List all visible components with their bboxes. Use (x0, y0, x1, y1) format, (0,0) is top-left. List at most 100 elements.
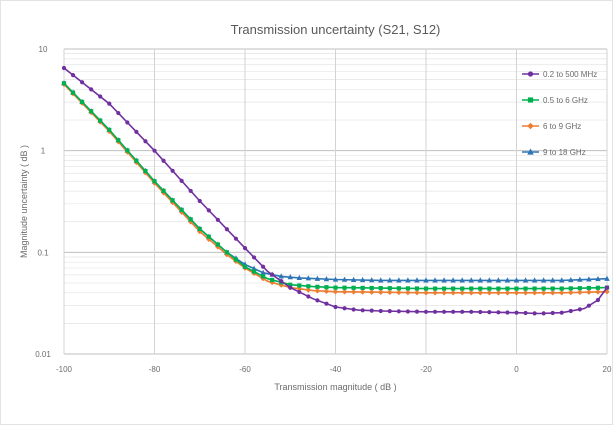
data-point (441, 290, 447, 296)
data-point (152, 179, 157, 184)
data-point (350, 276, 357, 282)
data-point (441, 277, 447, 283)
data-point (251, 265, 257, 271)
data-point (459, 290, 465, 296)
x-tick-label: 20 (603, 365, 612, 374)
data-point (459, 277, 465, 283)
data-point (378, 285, 383, 291)
data-point (224, 227, 229, 232)
data-point (550, 290, 556, 296)
data-point (215, 242, 220, 247)
data-point (604, 285, 610, 290)
data-point (487, 286, 492, 291)
data-point (523, 310, 528, 316)
x-tick-label: -20 (420, 365, 432, 374)
series-0 (61, 65, 610, 316)
data-point (233, 257, 239, 262)
data-point (206, 208, 211, 213)
data-point (261, 274, 266, 279)
data-point (577, 307, 582, 312)
data-point (568, 276, 574, 283)
data-point (451, 286, 456, 291)
data-point (505, 286, 510, 291)
legend-label: 6 to 9 GHz (543, 122, 581, 131)
data-point (288, 285, 293, 290)
data-point (396, 289, 402, 296)
data-point (341, 276, 348, 282)
data-point (387, 289, 393, 296)
data-point (333, 304, 338, 310)
legend-item: 0.2 to 500 MHz (522, 70, 597, 79)
data-point (523, 286, 528, 291)
data-point (315, 298, 320, 303)
data-point (378, 308, 383, 314)
data-point (251, 255, 257, 260)
data-point (595, 275, 601, 282)
data-point (522, 290, 529, 296)
x-tick-label: -40 (330, 365, 342, 374)
data-point (305, 287, 312, 293)
data-point (568, 289, 574, 296)
data-point (297, 289, 302, 295)
data-point (450, 277, 456, 283)
data-point (527, 122, 534, 130)
data-point (224, 250, 229, 255)
data-point (496, 286, 501, 291)
legend-item: 6 to 9 GHz (522, 122, 581, 131)
data-point (143, 168, 148, 174)
data-point (541, 311, 546, 316)
data-point (478, 286, 483, 291)
y-tick-label: 1 (41, 147, 46, 156)
data-point (468, 277, 474, 283)
legend-item: 9 to 18 GHz (522, 148, 586, 157)
data-point (197, 198, 202, 204)
data-point (323, 276, 330, 282)
data-point (595, 289, 601, 295)
data-point (369, 277, 375, 283)
data-point (188, 188, 193, 194)
y-tick-labels: 0.01 0.1 1 10 (35, 45, 51, 359)
data-point (595, 297, 601, 303)
data-point (270, 277, 275, 283)
data-point (586, 285, 591, 291)
data-point (396, 286, 401, 291)
series-1 (61, 81, 610, 291)
data-point (495, 277, 502, 283)
data-point (504, 277, 511, 283)
data-point (432, 286, 438, 291)
data-point (460, 286, 465, 291)
y-tick-label: 0.01 (35, 350, 51, 359)
data-point (278, 273, 284, 279)
data-point (414, 309, 420, 314)
data-point (527, 148, 534, 155)
data-point (89, 87, 94, 92)
data-point (550, 286, 555, 291)
data-point (296, 274, 302, 281)
data-point (522, 277, 529, 283)
data-point (586, 289, 592, 295)
data-point (414, 289, 420, 296)
data-point (387, 286, 392, 291)
data-point (287, 274, 293, 280)
data-point (477, 277, 483, 283)
data-point (405, 289, 411, 296)
x-tick-labels: -100 -80 -60 -40 -20 0 20 (56, 365, 612, 374)
data-point (332, 289, 339, 295)
data-point (423, 309, 429, 314)
data-point (450, 290, 456, 296)
data-point (495, 290, 502, 296)
data-point (206, 234, 211, 239)
data-point (514, 286, 519, 291)
data-point (460, 309, 465, 314)
data-point (442, 309, 447, 314)
data-point (324, 301, 329, 306)
data-point (486, 277, 493, 283)
data-point (442, 286, 447, 291)
data-point (568, 286, 573, 291)
data-point (107, 101, 112, 106)
data-point (98, 94, 103, 99)
data-point (468, 290, 474, 296)
data-point (306, 284, 311, 289)
data-point (586, 276, 592, 282)
data-point (504, 290, 511, 296)
